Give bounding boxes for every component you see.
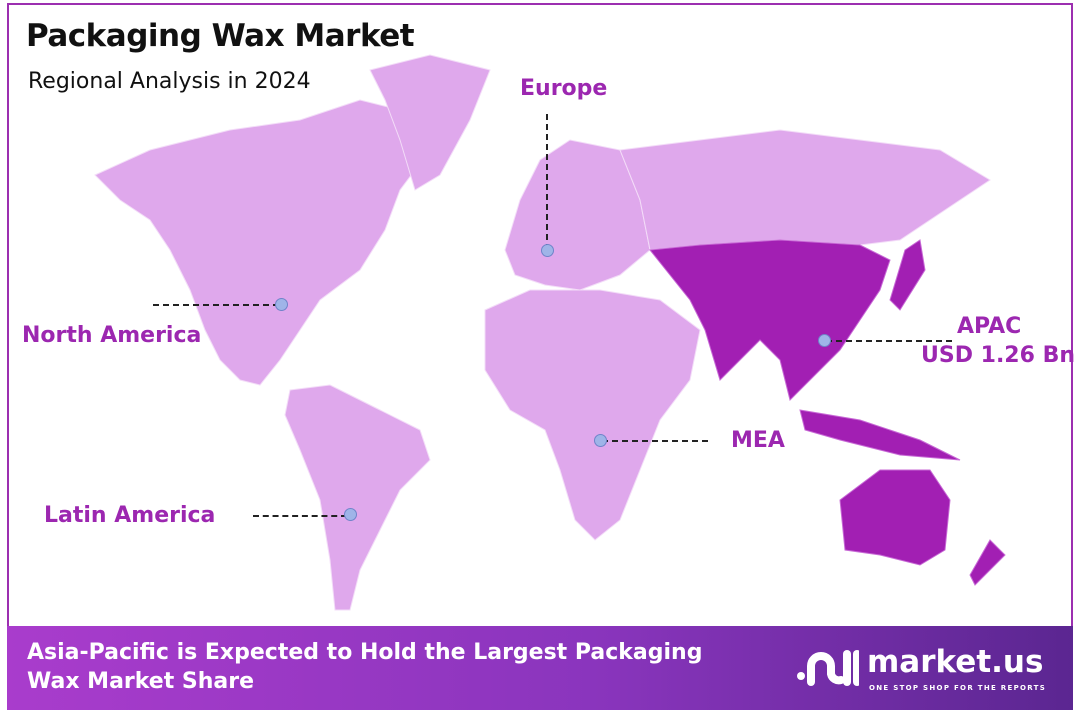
region-australia xyxy=(839,469,951,566)
leader-apac xyxy=(826,340,952,342)
region-latin-america xyxy=(284,384,431,611)
region-greenland xyxy=(369,54,491,191)
logo-name: market.us xyxy=(867,644,1044,680)
frame-border xyxy=(7,3,1073,706)
label-apac: APAC xyxy=(957,314,1022,339)
marker-latin-america xyxy=(344,508,357,521)
leader-mea xyxy=(602,440,708,442)
marker-europe xyxy=(541,244,554,257)
page-title: Packaging Wax Market xyxy=(26,18,415,54)
leader-latin-america xyxy=(253,515,347,517)
logo-tagline: ONE STOP SHOP FOR THE REPORTS xyxy=(869,684,1047,692)
label-latin-america: Latin America xyxy=(44,503,216,528)
banner-text: Asia-Pacific is Expected to Hold the Lar… xyxy=(27,640,703,694)
label-mea: MEA xyxy=(731,428,785,453)
marker-apac xyxy=(818,334,831,347)
label-north-america: North America xyxy=(22,323,202,348)
leader-north-america xyxy=(153,304,279,306)
marker-north-america xyxy=(275,298,288,311)
footer-banner: Asia-Pacific is Expected to Hold the Lar… xyxy=(7,626,1073,710)
region-indonesia xyxy=(799,409,961,461)
page-subtitle: Regional Analysis in 2024 xyxy=(28,69,311,94)
leader-europe xyxy=(546,114,548,250)
market-us-logo: market.us ONE STOP SHOP FOR THE REPORTS xyxy=(797,644,1057,694)
region-north-america xyxy=(94,99,431,386)
region-japan xyxy=(889,239,926,311)
region-apac xyxy=(649,239,891,401)
label-europe: Europe xyxy=(520,76,608,101)
region-mea xyxy=(484,289,701,541)
logo-icon xyxy=(797,650,861,686)
marker-mea xyxy=(594,434,607,447)
region-russia xyxy=(619,129,991,251)
value-apac: USD 1.26 Bn xyxy=(921,343,1075,368)
region-new-zealand xyxy=(969,539,1006,586)
